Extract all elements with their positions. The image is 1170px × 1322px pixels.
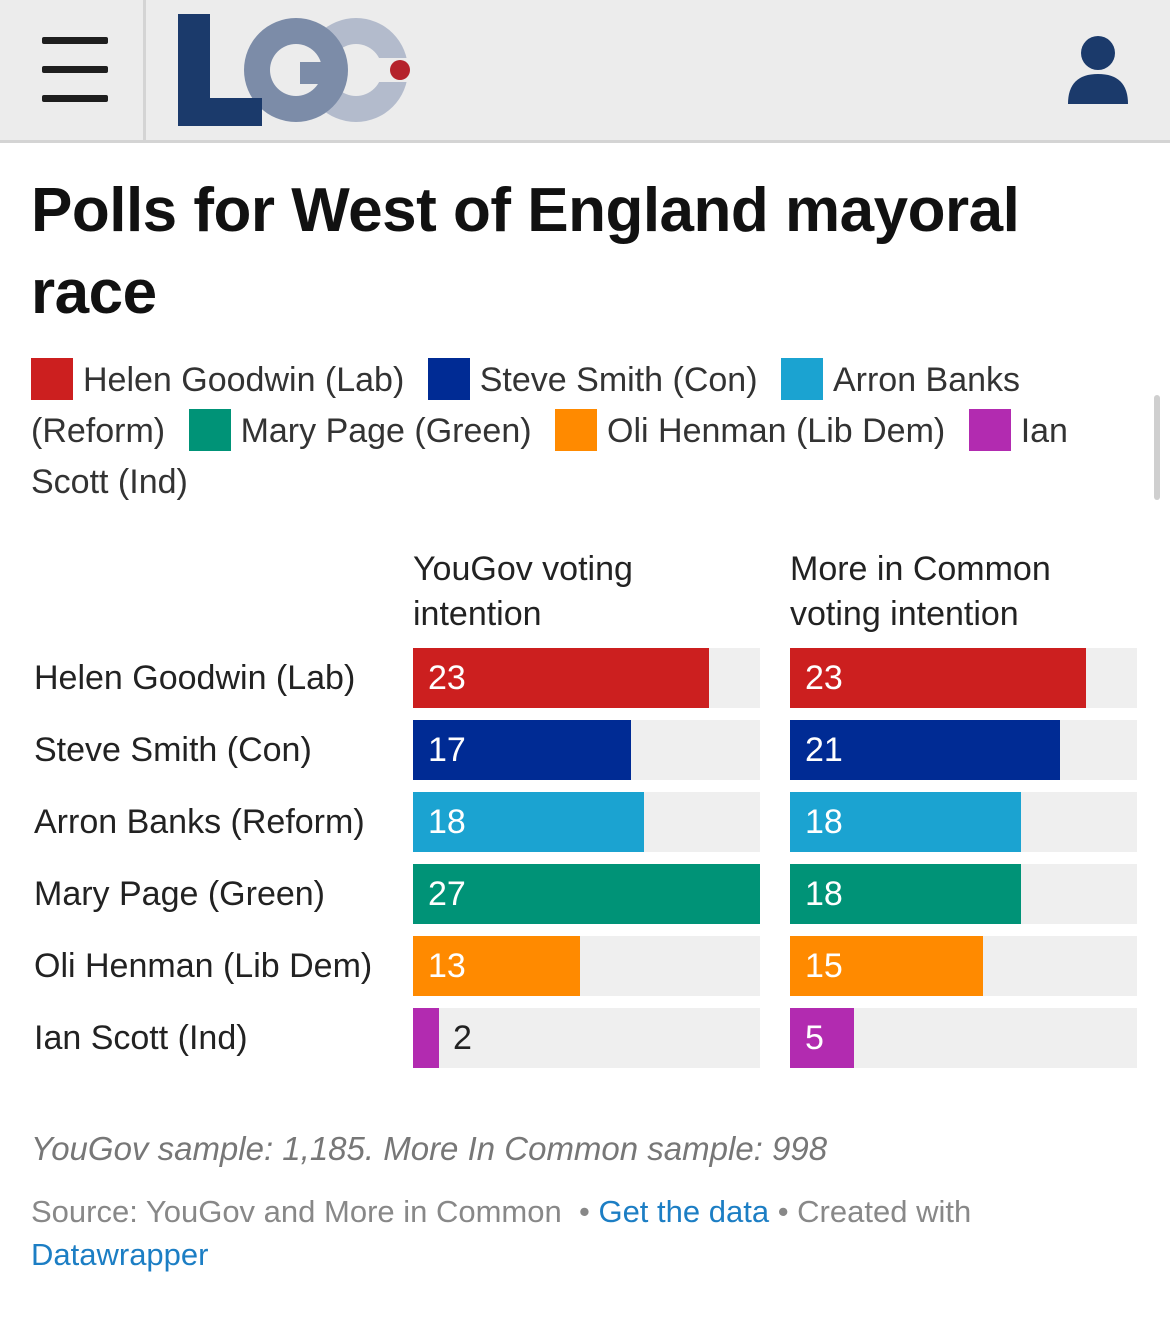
bar-track: 27 <box>413 864 760 924</box>
bar-track: 18 <box>790 792 1137 852</box>
bar-oli-henman-lib-dem-yougov <box>413 936 580 996</box>
column-header-yougov: YouGov voting intention <box>413 550 633 633</box>
bar-track: 21 <box>790 720 1137 780</box>
bar-ian-scott-ind-yougov <box>413 1008 439 1068</box>
created-with-text: Created with <box>797 1194 972 1229</box>
legend-swatch <box>968 409 1011 451</box>
datawrapper-link[interactable]: Datawrapper <box>31 1237 209 1272</box>
legend-label: Arron Banks (Reform) <box>31 361 1021 450</box>
bar-value-label: 21 <box>805 731 843 769</box>
bar-track: 15 <box>790 936 1137 996</box>
bar-steve-smith-con-yougov <box>413 720 631 780</box>
bar-track: 18 <box>413 792 760 852</box>
legend-label: Mary Page (Green) <box>240 412 532 450</box>
hamburger-menu-icon[interactable] <box>0 0 146 143</box>
user-account-icon[interactable] <box>1060 34 1136 106</box>
row-label-arron-banks-reform: Arron Banks (Reform) <box>34 803 365 841</box>
bar-value-label: 18 <box>805 875 843 913</box>
source-line: Source: YouGov and More in Common • Get … <box>31 1194 972 1272</box>
bar-arron-banks-reform-more-in-common <box>790 792 1021 852</box>
legend-item-oli-henman-lib-dem: Oli Henman (Lib Dem) <box>555 409 946 451</box>
bar-value-label: 2 <box>453 1019 472 1057</box>
legend-item-mary-page-green: Mary Page (Green) <box>188 409 532 451</box>
legend-swatch <box>555 409 598 451</box>
bar-track: 23 <box>413 648 760 708</box>
bar-value-label: 15 <box>805 947 843 985</box>
source-text: Source: YouGov and More in Common <box>31 1194 562 1229</box>
bar-value-label: 23 <box>428 659 466 697</box>
chart-legend: Helen Goodwin (Lab) Steve Smith (Con) Ar… <box>31 355 1131 508</box>
legend-item-arron-banks-reform: Arron Banks (Reform) <box>31 358 1021 450</box>
bar-ian-scott-ind-more-in-common <box>790 1008 854 1068</box>
bar-track: 13 <box>413 936 760 996</box>
lgc-logo[interactable] <box>178 14 418 126</box>
legend-item-helen-goodwin-lab: Helen Goodwin (Lab) <box>31 358 405 400</box>
bar-value-label: 18 <box>805 803 843 841</box>
row-label-steve-smith-con: Steve Smith (Con) <box>34 731 312 769</box>
legend-label: Oli Henman (Lib Dem) <box>607 412 946 450</box>
bar-value-label: 13 <box>428 947 466 985</box>
chart-title: Polls for West of England mayoral race <box>31 176 1020 327</box>
bar-oli-henman-lib-dem-more-in-common <box>790 936 983 996</box>
bar-steve-smith-con-more-in-common <box>790 720 1060 780</box>
bar-track: 23 <box>790 648 1137 708</box>
bar-value-label: 17 <box>428 731 466 769</box>
bar-mary-page-green-yougov <box>413 864 760 924</box>
bar-arron-banks-reform-yougov <box>413 792 644 852</box>
sample-note: YouGov sample: 1,185. More In Common sam… <box>31 1130 828 1167</box>
legend-item-ian-scott-ind: Ian Scott (Ind) <box>31 409 1068 501</box>
legend-swatch <box>188 409 231 451</box>
scrollbar[interactable] <box>1154 395 1160 500</box>
row-label-ian-scott-ind: Ian Scott (Ind) <box>34 1019 248 1057</box>
legend-swatch <box>31 358 73 400</box>
bar-value-label: 23 <box>805 659 843 697</box>
row-label-oli-henman-lib-dem: Oli Henman (Lib Dem) <box>34 947 373 985</box>
legend-swatch <box>780 358 823 400</box>
bar-helen-goodwin-lab-yougov <box>413 648 709 708</box>
bar-value-label: 18 <box>428 803 466 841</box>
bar-mary-page-green-more-in-common <box>790 864 1021 924</box>
bar-track: 18 <box>790 864 1137 924</box>
row-label-helen-goodwin-lab: Helen Goodwin (Lab) <box>34 659 356 697</box>
column-header-more-in-common: More in Common voting intention <box>790 550 1051 633</box>
legend-label: Ian Scott (Ind) <box>31 412 1068 501</box>
row-label-mary-page-green: Mary Page (Green) <box>34 875 325 913</box>
bar-value-label: 5 <box>805 1019 824 1057</box>
bar-track: 2 <box>413 1008 760 1068</box>
bar-track: 17 <box>413 720 760 780</box>
bar-helen-goodwin-lab-more-in-common <box>790 648 1086 708</box>
legend-item-steve-smith-con: Steve Smith (Con) <box>427 358 758 400</box>
legend-swatch <box>427 358 470 400</box>
bar-value-label: 27 <box>428 875 466 913</box>
legend-label: Helen Goodwin (Lab) <box>83 361 405 399</box>
legend-label: Steve Smith (Con) <box>479 361 758 399</box>
bar-track: 5 <box>790 1008 1137 1068</box>
get-the-data-link[interactable]: Get the data <box>598 1194 770 1229</box>
top-navigation-bar <box>0 0 1170 143</box>
